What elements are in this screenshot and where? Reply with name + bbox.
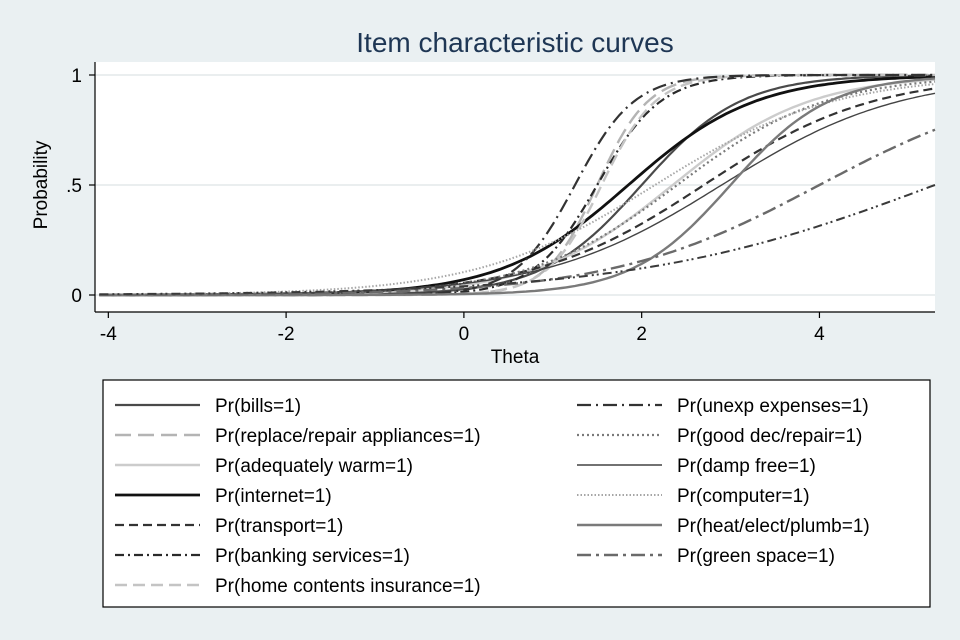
legend-label-0-0: Pr(bills=1) bbox=[215, 396, 301, 417]
legend-label-0-4: Pr(transport=1) bbox=[215, 516, 343, 537]
legend: Pr(bills=1) Pr(replace/repair appliances=… bbox=[115, 396, 870, 597]
x-axis-label: Theta bbox=[491, 347, 540, 368]
curve-6 bbox=[99, 73, 935, 297]
legend-label-1-5: Pr(green space=1) bbox=[677, 546, 835, 567]
legend-label-1-3: Pr(computer=1) bbox=[677, 486, 810, 507]
curve-10 bbox=[99, 83, 936, 296]
y-tick-label-2: 1 bbox=[71, 66, 82, 87]
legend-label-0-1: Pr(replace/repair appliances=1) bbox=[215, 426, 481, 447]
legend-label-0-6: Pr(home contents insurance=1) bbox=[215, 576, 481, 597]
legend-label-0-3: Pr(internet=1) bbox=[215, 486, 332, 507]
legend-label-1-0: Pr(unexp expenses=1) bbox=[677, 396, 869, 417]
curve-13 bbox=[99, 184, 936, 296]
curves bbox=[99, 73, 936, 297]
y-axis-label: Probability bbox=[31, 140, 52, 229]
x-tick-label-2: 0 bbox=[459, 324, 470, 345]
y-tick-label-1: .5 bbox=[66, 176, 82, 197]
x-tick-label-0: -4 bbox=[100, 324, 117, 345]
curve-4 bbox=[99, 87, 936, 296]
axes: 0 .5 1 -4 -2 0 2 4 bbox=[66, 62, 935, 345]
x-tick-label-3: 2 bbox=[636, 324, 647, 345]
x-tick-label-1: -2 bbox=[278, 324, 295, 345]
legend-label-1-4: Pr(heat/elect/plumb=1) bbox=[677, 516, 870, 537]
legend-box bbox=[102, 379, 931, 608]
chart-title: Item characteristic curves bbox=[356, 27, 673, 58]
x-tick-label-4: 4 bbox=[814, 324, 825, 345]
legend-label-0-5: Pr(banking services=1) bbox=[215, 546, 410, 567]
legend-label-1-1: Pr(good dec/repair=1) bbox=[677, 426, 862, 447]
legend-label-1-2: Pr(damp free=1) bbox=[677, 456, 816, 477]
legend-label-0-2: Pr(adequately warm=1) bbox=[215, 456, 413, 477]
curve-12 bbox=[99, 128, 936, 296]
y-tick-label-0: 0 bbox=[71, 286, 82, 307]
